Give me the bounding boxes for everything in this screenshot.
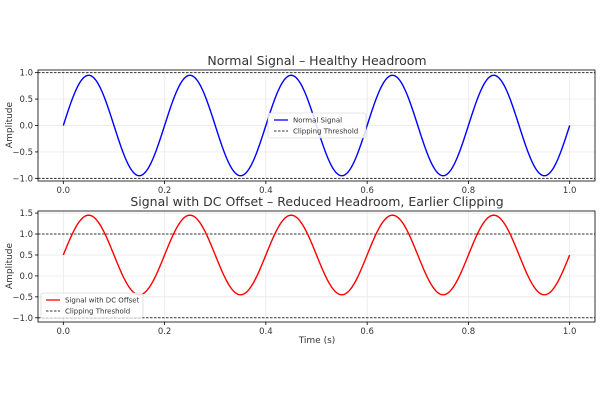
x-tick-label: 0.6 (360, 327, 374, 337)
x-tick-label: 0.0 (57, 327, 71, 337)
normal-signal-panel: Normal Signal – Healthy Headroom Amplitu… (5, 53, 596, 196)
x-tick-label: 1.0 (563, 327, 577, 337)
x-tick-label: 0.0 (57, 186, 71, 196)
signal-line (62, 214, 571, 296)
legend: Normal Signal Clipping Threshold (267, 112, 367, 139)
y-axis-label: Amplitude (5, 242, 15, 289)
legend-label-normal-signal: Normal Signal (293, 117, 342, 125)
legend-label-clipping-threshold: Clipping Threshold (293, 128, 358, 136)
legend: Signal with DC Offset Clipping Threshold (40, 292, 144, 319)
legend-box (40, 292, 144, 319)
y-tick-label: 0.0 (19, 272, 33, 282)
axis-ticks: 0.0 0.2 0.4 0.6 0.8 1.0 −1.0 −0.5 0.0 0.5 1.0 1.5 (12, 209, 576, 337)
x-tick-label: 0.4 (259, 327, 273, 337)
chart-title: Signal with DC Offset – Reduced Headroom… (130, 194, 503, 209)
x-tick-label: 0.4 (259, 186, 273, 196)
dc-offset-signal-panel: Signal with DC Offset – Reduced Headroom… (5, 194, 596, 346)
x-tick-label: 0.8 (462, 327, 476, 337)
y-tick-label: 0.5 (19, 251, 33, 261)
x-tick-label: 0.8 (462, 186, 476, 196)
axis-ticks: 0.0 0.2 0.4 0.6 0.8 1.0 −1.0 −0.5 0.0 0.5 1.0 (12, 69, 576, 196)
legend-label-dc-offset-signal: Signal with DC Offset (65, 297, 140, 305)
y-tick-label: 1.0 (19, 230, 33, 240)
plot-area-frame (37, 210, 596, 323)
y-tick-label: −1.0 (12, 174, 33, 184)
y-tick-label: 1.0 (19, 69, 33, 79)
y-tick-label: 1.5 (19, 209, 33, 219)
series-lines (62, 214, 571, 296)
x-axis-label: Time (s) (298, 336, 336, 346)
x-tick-label: 0.2 (158, 327, 172, 337)
x-tick-label: 0.2 (158, 186, 172, 196)
y-tick-label: 0.0 (19, 122, 33, 132)
y-tick-label: 0.5 (19, 95, 33, 105)
chart-title: Normal Signal – Healthy Headroom (207, 53, 426, 68)
clipping-threshold-lines (38, 72, 595, 179)
y-tick-label: −0.5 (12, 293, 33, 303)
y-tick-label: −0.5 (12, 148, 33, 158)
legend-box (267, 112, 367, 139)
x-tick-label: 0.6 (360, 186, 374, 196)
x-tick-label: 1.0 (563, 186, 577, 196)
legend-label-clipping-threshold: Clipping Threshold (65, 308, 130, 316)
y-tick-label: −1.0 (12, 314, 33, 324)
y-axis-label: Amplitude (5, 101, 15, 148)
